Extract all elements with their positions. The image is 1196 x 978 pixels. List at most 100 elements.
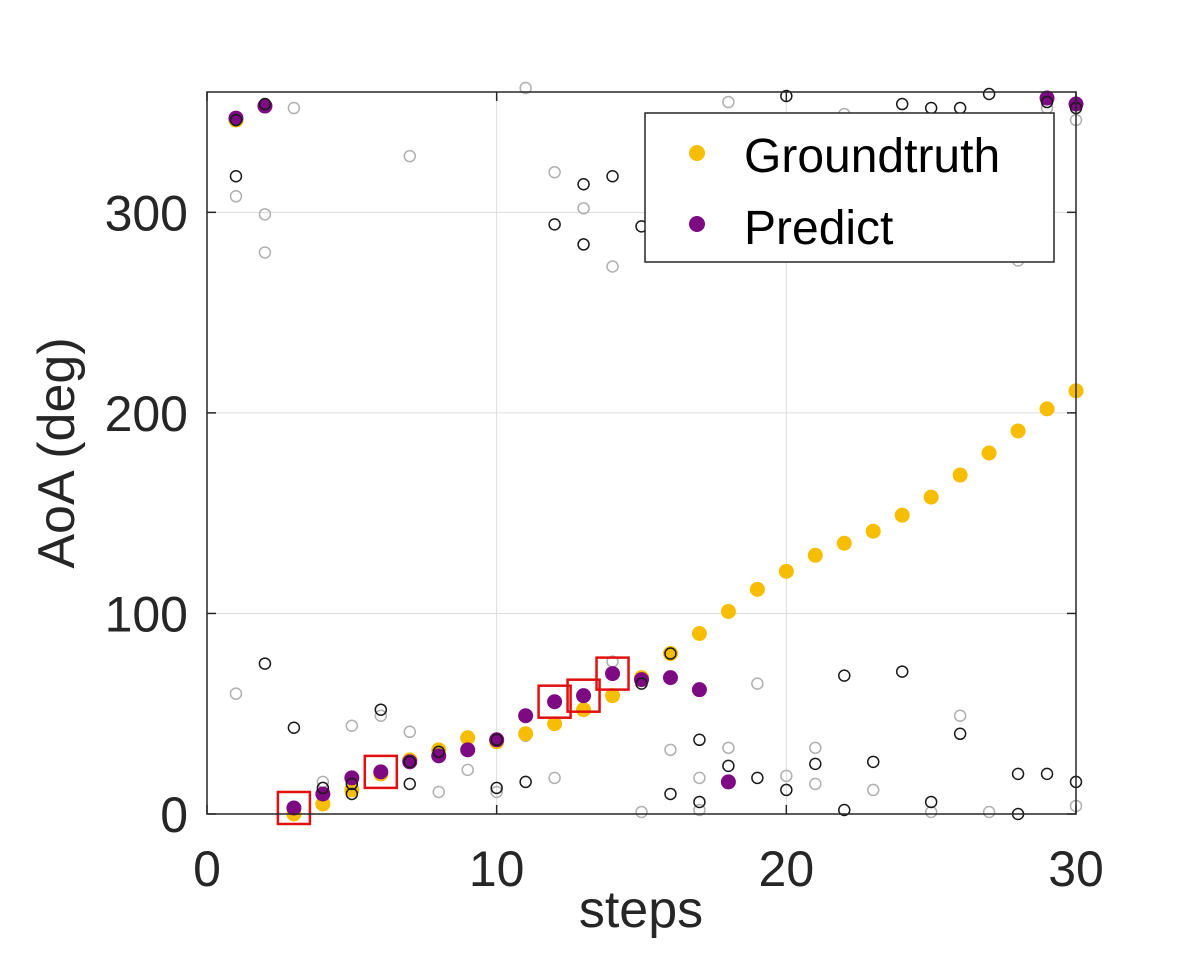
candidate-dark-point [606, 169, 619, 183]
candidate-light-point [258, 208, 272, 221]
groundtruth-point [1039, 401, 1055, 417]
candidate-dark-point [809, 757, 822, 771]
groundtruth-point [923, 489, 939, 505]
candidate-dark-point [693, 795, 706, 809]
candidate-light-point [780, 769, 793, 783]
groundtruth-point [836, 535, 852, 551]
y-tick-label: 100 [105, 586, 188, 642]
candidate-dark-point [345, 777, 359, 791]
candidate-light-point [635, 805, 648, 819]
candidate-light-point [519, 81, 532, 95]
candidate-dark-point [780, 783, 793, 797]
predict-point [547, 694, 563, 710]
candidate-light-point [548, 165, 561, 179]
candidate-light-point [664, 743, 677, 757]
predict-point [1039, 90, 1055, 106]
candidate-light-point [287, 101, 301, 115]
candidate-light-point [809, 741, 822, 755]
candidate-dark-point [924, 795, 938, 809]
y-tick-label: 0 [160, 787, 188, 843]
candidate-dark-point [1040, 95, 1054, 109]
legend-predict-marker [689, 216, 705, 232]
legend-groundtruth-marker [689, 145, 705, 161]
y-axis-label: AoA (deg) [28, 337, 86, 568]
predict-point [576, 688, 592, 704]
candidate-dark-point [490, 733, 503, 747]
groundtruth-point [865, 523, 881, 539]
candidate-dark-point [1040, 767, 1054, 781]
groundtruth-point [576, 702, 592, 718]
candidate-dark-point [577, 238, 590, 251]
candidate-dark-point [577, 178, 590, 191]
candidate-dark-point [664, 787, 677, 801]
candidate-dark-point [519, 775, 532, 789]
groundtruth-point [749, 581, 765, 597]
groundtruth-point [460, 730, 476, 746]
predict-point [228, 110, 244, 126]
candidate-dark-point [229, 169, 243, 183]
candidate-dark-point [895, 665, 909, 678]
x-tick-label: 0 [193, 841, 221, 897]
candidate-dark-point [635, 677, 648, 690]
candidate-light-point [693, 771, 706, 785]
predict-point [634, 672, 649, 688]
candidate-light-point [432, 785, 445, 799]
candidate-light-point [229, 190, 243, 203]
candidate-dark-point [838, 669, 851, 682]
candidate-light-point [548, 771, 561, 785]
y-tick-label: 200 [105, 386, 188, 442]
predict-point [720, 774, 736, 790]
candidate-light-point [722, 741, 735, 755]
candidate-light-point [751, 677, 764, 690]
groundtruth-point [981, 445, 997, 461]
groundtruth-point [547, 716, 563, 732]
candidate-dark-point [374, 703, 388, 716]
candidate-light-point [229, 687, 243, 700]
groundtruth-point [778, 563, 794, 579]
candidate-light-point [461, 763, 474, 777]
candidate-dark-point [722, 759, 735, 773]
candidate-dark-point [490, 781, 503, 795]
legend-groundtruth-label: Groundtruth [744, 130, 1000, 183]
candidate-dark-point [432, 745, 445, 759]
data-marks [228, 81, 1084, 826]
candidate-dark-point [866, 755, 880, 769]
candidate-dark-point [229, 113, 243, 127]
candidate-dark-point [982, 87, 996, 101]
highlight-box [363, 754, 399, 790]
x-axis-label: steps [579, 881, 703, 939]
predict-point [691, 682, 707, 698]
candidate-light-point [374, 709, 388, 722]
candidate-light-point [606, 260, 619, 273]
groundtruth-point [720, 603, 736, 619]
candidate-dark-point [258, 97, 272, 111]
candidate-light-point [693, 803, 706, 817]
candidate-light-point [866, 783, 880, 797]
groundtruth-point [691, 626, 707, 641]
x-tick-label: 30 [1048, 841, 1104, 897]
groundtruth-point [807, 547, 823, 563]
candidate-light-point [403, 725, 417, 739]
candidate-dark-point [953, 727, 967, 741]
candidate-dark-point [403, 777, 417, 791]
x-tick-label: 10 [469, 841, 525, 897]
candidate-dark-point [548, 218, 561, 231]
candidate-dark-point [287, 721, 301, 735]
candidate-dark-point [895, 97, 909, 111]
candidate-dark-point [751, 771, 764, 785]
candidate-dark-point [316, 781, 330, 795]
predict-point [605, 666, 621, 682]
highlight-box [595, 656, 630, 691]
predict-point [373, 764, 389, 780]
candidate-dark-point [403, 755, 417, 769]
candidate-light-point [809, 777, 822, 791]
candidate-dark-point [345, 787, 359, 801]
x-tick-label: 20 [759, 841, 815, 897]
predict-point [286, 800, 302, 816]
candidate-light-point [953, 709, 967, 722]
candidate-dark-point [838, 803, 851, 817]
predict-point [662, 670, 678, 686]
candidate-light-point [258, 246, 272, 259]
